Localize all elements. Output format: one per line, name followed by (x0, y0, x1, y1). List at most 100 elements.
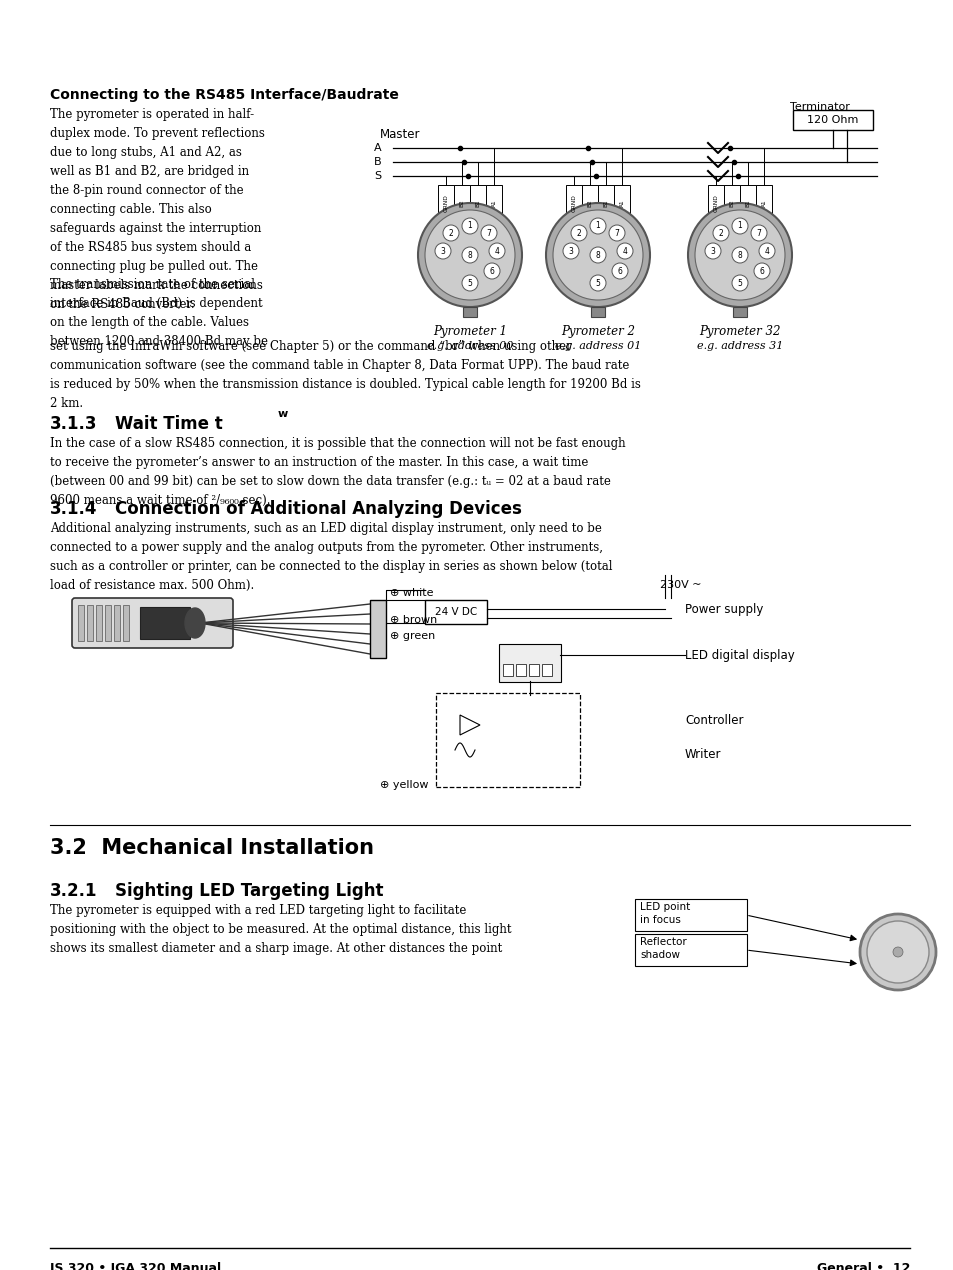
FancyBboxPatch shape (740, 185, 755, 221)
Text: GRND: GRND (713, 194, 718, 212)
Text: IS 320 • IGA 320 Manual: IS 320 • IGA 320 Manual (50, 1262, 221, 1270)
Text: 7: 7 (614, 229, 618, 237)
Text: 2: 2 (448, 229, 453, 237)
Circle shape (562, 243, 578, 259)
Text: 5: 5 (737, 278, 741, 287)
Text: ⊕ white: ⊕ white (390, 588, 433, 598)
Circle shape (859, 914, 935, 991)
Text: 3: 3 (440, 246, 445, 255)
Text: 230V ~: 230V ~ (659, 580, 700, 591)
Circle shape (424, 210, 515, 300)
Circle shape (483, 263, 499, 279)
Text: e.g. address 31: e.g. address 31 (696, 342, 782, 351)
Text: Pyrometer 32: Pyrometer 32 (699, 325, 780, 338)
Text: Terminator: Terminator (789, 102, 849, 112)
Text: 1: 1 (595, 221, 599, 230)
Circle shape (461, 246, 477, 263)
FancyBboxPatch shape (755, 185, 771, 221)
Circle shape (461, 276, 477, 291)
Text: Pyrometer 1: Pyrometer 1 (433, 325, 506, 338)
Text: 5: 5 (595, 278, 599, 287)
FancyBboxPatch shape (140, 607, 190, 639)
FancyBboxPatch shape (424, 599, 486, 624)
FancyBboxPatch shape (498, 644, 560, 682)
Text: GRND: GRND (571, 194, 576, 212)
Circle shape (617, 243, 633, 259)
Circle shape (750, 225, 766, 241)
Text: Power supply: Power supply (684, 603, 762, 616)
Text: S: S (374, 171, 381, 182)
Text: 8: 8 (467, 250, 472, 259)
FancyBboxPatch shape (635, 933, 746, 966)
FancyBboxPatch shape (590, 307, 604, 318)
FancyBboxPatch shape (462, 307, 476, 318)
Circle shape (695, 210, 784, 300)
Text: B1: B1 (475, 199, 480, 207)
Text: A1: A1 (760, 199, 765, 207)
FancyBboxPatch shape (516, 664, 525, 676)
Text: w: w (277, 409, 288, 419)
Circle shape (589, 276, 605, 291)
FancyBboxPatch shape (78, 605, 84, 641)
Text: 6: 6 (617, 267, 621, 276)
Circle shape (480, 225, 497, 241)
FancyBboxPatch shape (87, 605, 92, 641)
Text: 8: 8 (595, 250, 599, 259)
Text: B1: B1 (603, 199, 608, 207)
Circle shape (704, 243, 720, 259)
Text: 7: 7 (756, 229, 760, 237)
Circle shape (612, 263, 627, 279)
Text: A1: A1 (491, 199, 496, 207)
Circle shape (589, 246, 605, 263)
FancyBboxPatch shape (707, 185, 723, 221)
FancyBboxPatch shape (71, 598, 233, 648)
Circle shape (553, 210, 642, 300)
Circle shape (489, 243, 504, 259)
Text: 8: 8 (737, 250, 741, 259)
Text: GRND: GRND (443, 194, 448, 212)
Ellipse shape (185, 608, 205, 638)
Text: Sighting LED Targeting Light: Sighting LED Targeting Light (115, 881, 383, 900)
Text: 4: 4 (622, 246, 627, 255)
Text: e.g. address 00: e.g. address 00 (426, 342, 513, 351)
FancyBboxPatch shape (598, 185, 614, 221)
FancyBboxPatch shape (370, 599, 386, 658)
FancyBboxPatch shape (792, 110, 872, 130)
Text: The transmission rate of the serial
interface in Baud (Bd) is dependent
on the l: The transmission rate of the serial inte… (50, 278, 268, 348)
Text: set using the InfraWin software (see Chapter 5) or the command “br” when using o: set using the InfraWin software (see Cha… (50, 340, 640, 410)
FancyBboxPatch shape (502, 664, 513, 676)
Circle shape (608, 225, 624, 241)
FancyBboxPatch shape (541, 664, 552, 676)
Polygon shape (459, 715, 479, 735)
Text: Master: Master (379, 128, 420, 141)
Circle shape (442, 225, 458, 241)
Text: 3.1.4: 3.1.4 (50, 500, 97, 518)
Circle shape (892, 947, 902, 958)
Circle shape (571, 225, 586, 241)
Circle shape (589, 218, 605, 234)
Text: B2: B2 (459, 199, 464, 207)
Text: 1: 1 (467, 221, 472, 230)
Text: ⊕ brown: ⊕ brown (390, 615, 436, 625)
Circle shape (759, 243, 774, 259)
Text: 1: 1 (737, 221, 741, 230)
Text: ⊕ yellow: ⊕ yellow (379, 780, 428, 790)
Text: Connection of Additional Analyzing Devices: Connection of Additional Analyzing Devic… (115, 500, 521, 518)
Text: The pyrometer is operated in half-
duplex mode. To prevent reflections
due to lo: The pyrometer is operated in half- duple… (50, 108, 265, 311)
FancyBboxPatch shape (723, 185, 740, 221)
Text: A1: A1 (618, 199, 624, 207)
Text: 3: 3 (710, 246, 715, 255)
Text: 6: 6 (759, 267, 763, 276)
FancyBboxPatch shape (96, 605, 102, 641)
Text: 120 Ohm: 120 Ohm (806, 116, 858, 124)
Text: In the case of a slow RS485 connection, it is possible that the connection will : In the case of a slow RS485 connection, … (50, 437, 625, 507)
Circle shape (731, 276, 747, 291)
FancyBboxPatch shape (123, 605, 129, 641)
Text: A: A (374, 144, 381, 152)
Text: B: B (374, 157, 381, 166)
Text: General •  12: General • 12 (816, 1262, 909, 1270)
Circle shape (687, 203, 791, 307)
Text: Pyrometer 2: Pyrometer 2 (560, 325, 635, 338)
Text: Connecting to the RS485 Interface/Baudrate: Connecting to the RS485 Interface/Baudra… (50, 88, 398, 102)
Text: 2: 2 (718, 229, 722, 237)
